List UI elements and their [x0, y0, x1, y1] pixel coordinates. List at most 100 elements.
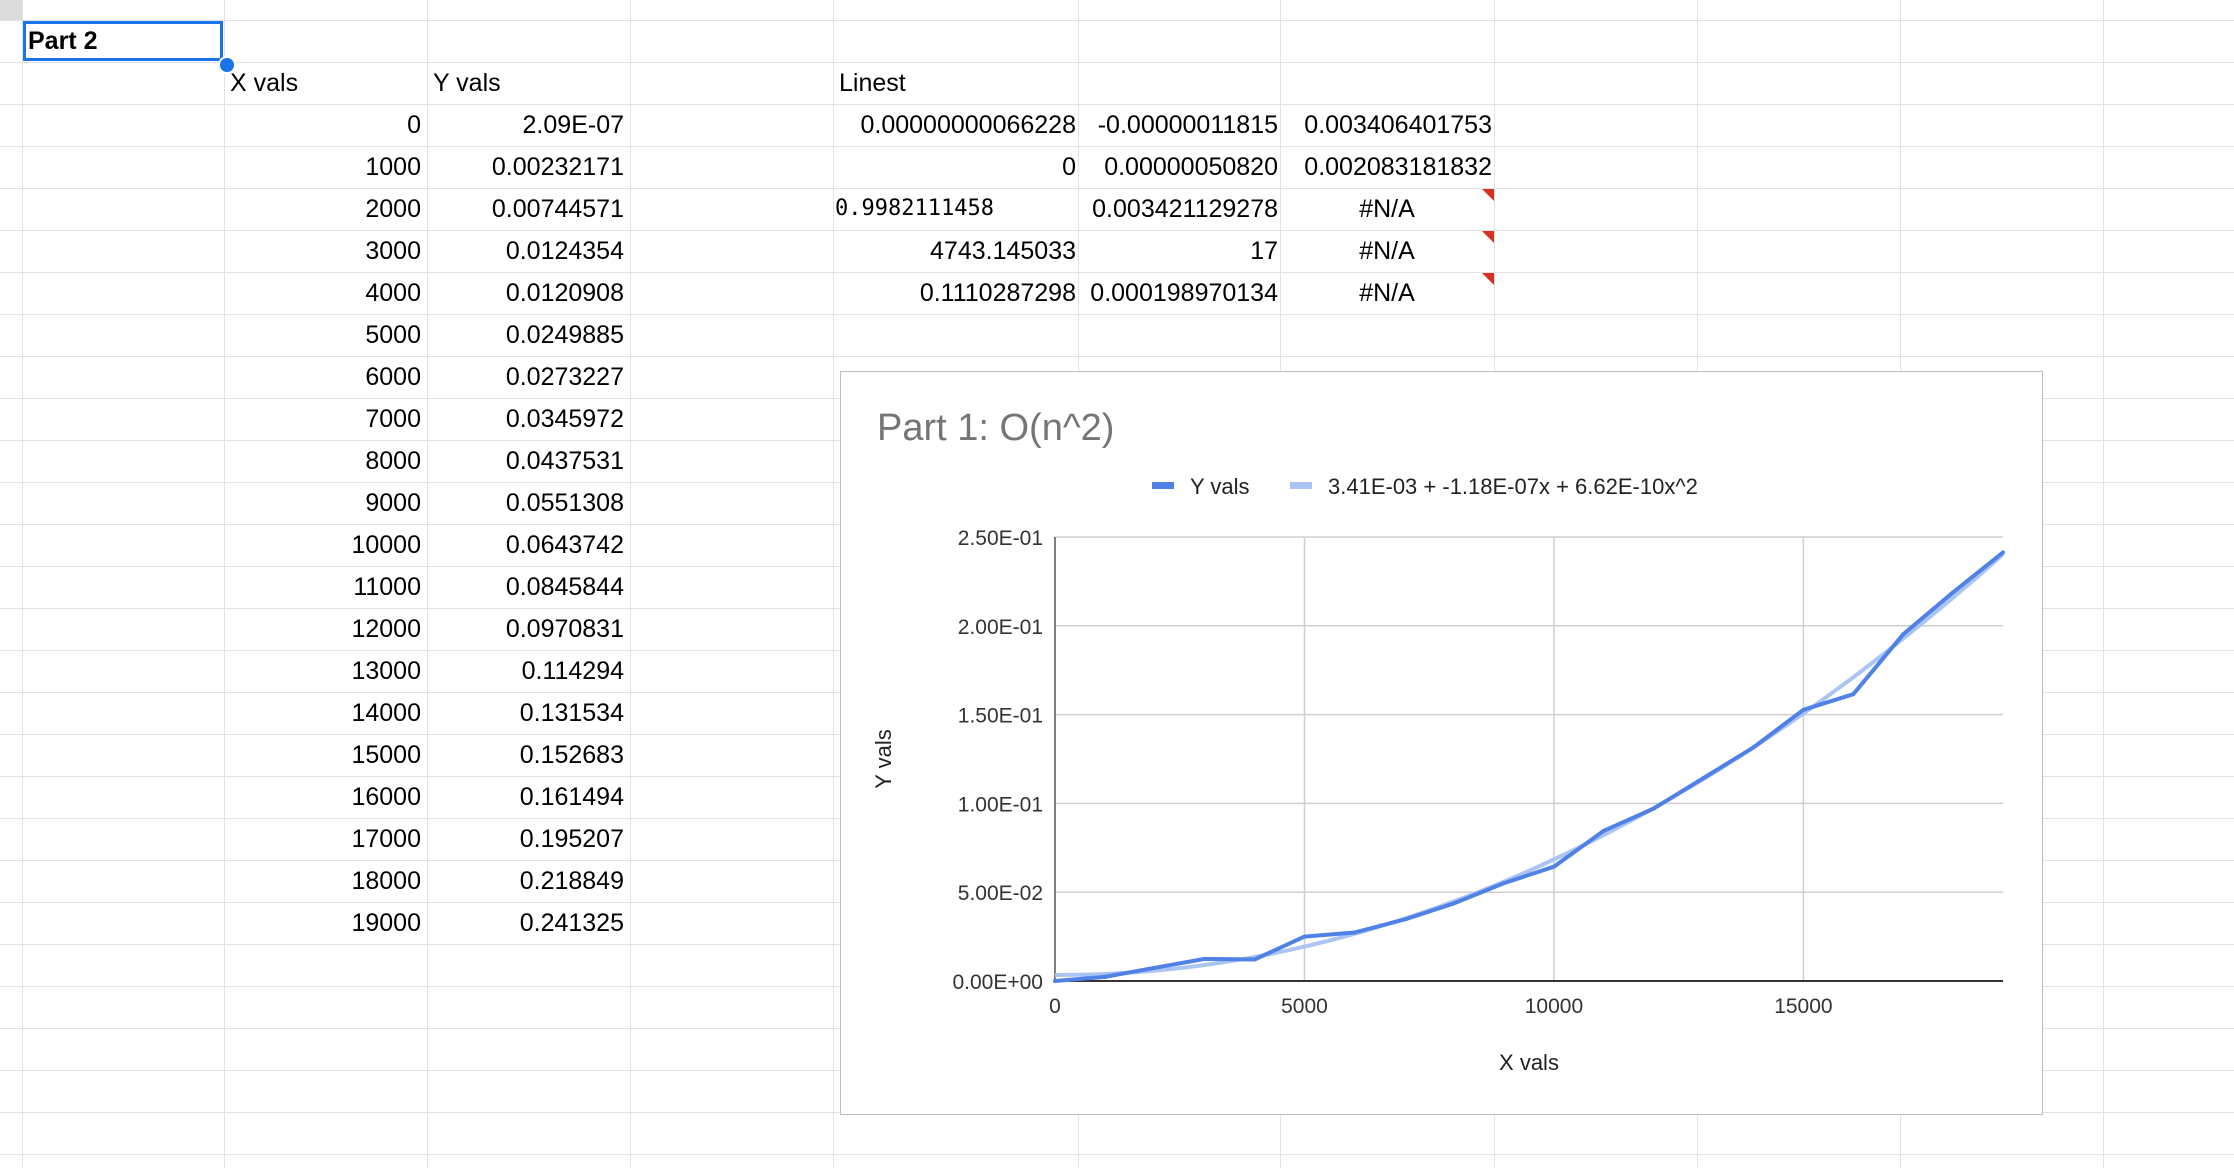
x-value-cell[interactable]: 13000	[351, 657, 421, 685]
row-gridline	[0, 146, 2234, 147]
y-value-cell[interactable]: 0.0845844	[505, 573, 624, 601]
y-value-cell[interactable]: 0.0551308	[505, 489, 624, 517]
data-point	[1053, 978, 1057, 983]
y-value-cell[interactable]: 0.114294	[521, 657, 624, 685]
y-value-cell[interactable]: 0.0437531	[505, 447, 624, 475]
column-header-bar[interactable]	[0, 0, 2234, 21]
x-tick-label: 15000	[1774, 995, 1832, 1018]
linest-cell[interactable]: #N/A	[1359, 237, 1415, 265]
linest-cell[interactable]: 4743.145033	[930, 237, 1076, 265]
x-value-cell[interactable]: 14000	[351, 699, 421, 727]
x-value-cell[interactable]: 19000	[351, 909, 421, 937]
y-value-cell[interactable]: 0.0124354	[505, 237, 624, 265]
data-point	[1951, 590, 1956, 595]
chart-container[interactable]: Part 1: O(n^2) Y vals 3.41E-03 + -1.18E-07…	[840, 371, 2043, 1115]
x-value-cell[interactable]: 5000	[365, 321, 421, 349]
x-value-cell[interactable]: 7000	[365, 405, 421, 433]
data-point	[1202, 956, 1207, 961]
x-value-cell[interactable]: 9000	[365, 489, 421, 517]
data-point	[1601, 828, 1606, 833]
y-value-cell[interactable]: 0.161494	[519, 783, 624, 811]
y-value-cell[interactable]: 0.241325	[519, 909, 624, 937]
linest-cell[interactable]: 0.002083181832	[1304, 153, 1492, 181]
x-value-cell[interactable]: 12000	[351, 615, 421, 643]
y-value-cell[interactable]: 0.0643742	[505, 531, 624, 559]
row-gridline	[0, 314, 2234, 315]
data-point	[1751, 745, 1756, 750]
x-value-cell[interactable]: 0	[407, 111, 421, 139]
cell-part-2-label[interactable]: Part 2	[28, 27, 98, 55]
y-value-cell[interactable]: 0.00232171	[491, 153, 624, 181]
data-point	[1851, 692, 1856, 697]
x-value-cell[interactable]: 10000	[351, 531, 421, 559]
linest-cell[interactable]: 0.00000000066228	[860, 111, 1076, 139]
data-point	[1152, 965, 1157, 970]
y-value-cell[interactable]: 0.00744571	[491, 195, 624, 223]
data-point	[1402, 917, 1407, 922]
column-gridline	[833, 0, 834, 1168]
column-gridline	[22, 0, 23, 1168]
linest-cell[interactable]: 0	[1062, 153, 1076, 181]
x-value-cell[interactable]: 11000	[353, 573, 421, 601]
error-indicator[interactable]	[1482, 231, 1494, 243]
y-value-cell[interactable]: 0.218849	[519, 867, 624, 895]
data-point	[1352, 930, 1357, 935]
linest-cell[interactable]: 0.003421129278	[1092, 195, 1278, 223]
linest-cell[interactable]: #N/A	[1359, 279, 1415, 307]
x-value-cell[interactable]: 2000	[365, 195, 421, 223]
x-value-cell[interactable]: 17000	[351, 825, 421, 853]
x-tick-label: 10000	[1525, 995, 1583, 1018]
row-gridline	[0, 230, 2234, 231]
x-value-cell[interactable]: 18000	[351, 867, 421, 895]
y-value-cell[interactable]: 2.09E-07	[522, 111, 624, 139]
data-point	[1801, 707, 1806, 712]
select-all-corner[interactable]	[0, 0, 23, 21]
y-value-cell[interactable]: 0.0120908	[505, 279, 624, 307]
fill-handle[interactable]	[218, 56, 236, 74]
linest-cell[interactable]: -0.00000011815	[1097, 111, 1278, 139]
x-value-cell[interactable]: 4000	[365, 279, 421, 307]
data-point	[1452, 901, 1457, 906]
row-gridline	[0, 188, 2234, 189]
x-value-cell[interactable]: 6000	[365, 363, 421, 391]
linest-cell[interactable]: 0.00000050820	[1104, 153, 1278, 181]
header-x-vals[interactable]: X vals	[230, 69, 299, 97]
x-value-cell[interactable]: 1000	[365, 153, 421, 181]
x-tick-label: 5000	[1281, 995, 1328, 1018]
y-value-cell[interactable]: 0.0345972	[505, 405, 624, 433]
x-value-cell[interactable]: 8000	[365, 447, 421, 475]
x-value-cell[interactable]: 16000	[351, 783, 421, 811]
data-point	[1102, 974, 1107, 979]
x-value-cell[interactable]: 15000	[351, 741, 421, 769]
linest-cell[interactable]: 0.1110287298	[919, 279, 1076, 307]
y-value-cell[interactable]: 0.0249885	[505, 321, 624, 349]
error-indicator[interactable]	[1482, 273, 1494, 285]
data-point	[1701, 776, 1706, 781]
y-value-cell[interactable]: 0.0970831	[505, 615, 624, 643]
x-value-cell[interactable]: 3000	[365, 237, 421, 265]
y-tick-label: 1.50E-01	[958, 705, 1043, 728]
y-value-cell[interactable]: 0.152683	[519, 741, 624, 769]
data-point	[2001, 550, 2005, 555]
linest-cell[interactable]: 0.9982111458	[835, 196, 994, 221]
linest-cell[interactable]: #N/A	[1359, 195, 1415, 223]
y-value-cell[interactable]: 0.0273227	[505, 363, 624, 391]
x-tick-label: 0	[1049, 995, 1061, 1018]
header-y-vals[interactable]: Y vals	[433, 69, 501, 97]
row-gridline	[0, 20, 2234, 21]
y-value-cell[interactable]: 0.131534	[519, 699, 624, 727]
y-tick-label: 0.00E+00	[952, 971, 1043, 994]
y-tick-label: 2.00E-01	[958, 616, 1043, 639]
linest-cell[interactable]: 0.000198970134	[1090, 279, 1278, 307]
header-linest[interactable]: Linest	[839, 69, 906, 97]
linest-cell[interactable]: 17	[1250, 237, 1278, 265]
y-vals-series-line	[1054, 550, 2005, 983]
row-gridline	[0, 62, 2234, 63]
row-gridline	[0, 104, 2234, 105]
row-gridline	[0, 272, 2234, 273]
y-value-cell[interactable]: 0.195207	[519, 825, 624, 853]
x-axis-label: X vals	[1499, 1050, 1559, 1075]
column-gridline	[427, 0, 428, 1168]
linest-cell[interactable]: 0.003406401753	[1304, 111, 1492, 139]
error-indicator[interactable]	[1482, 189, 1494, 201]
